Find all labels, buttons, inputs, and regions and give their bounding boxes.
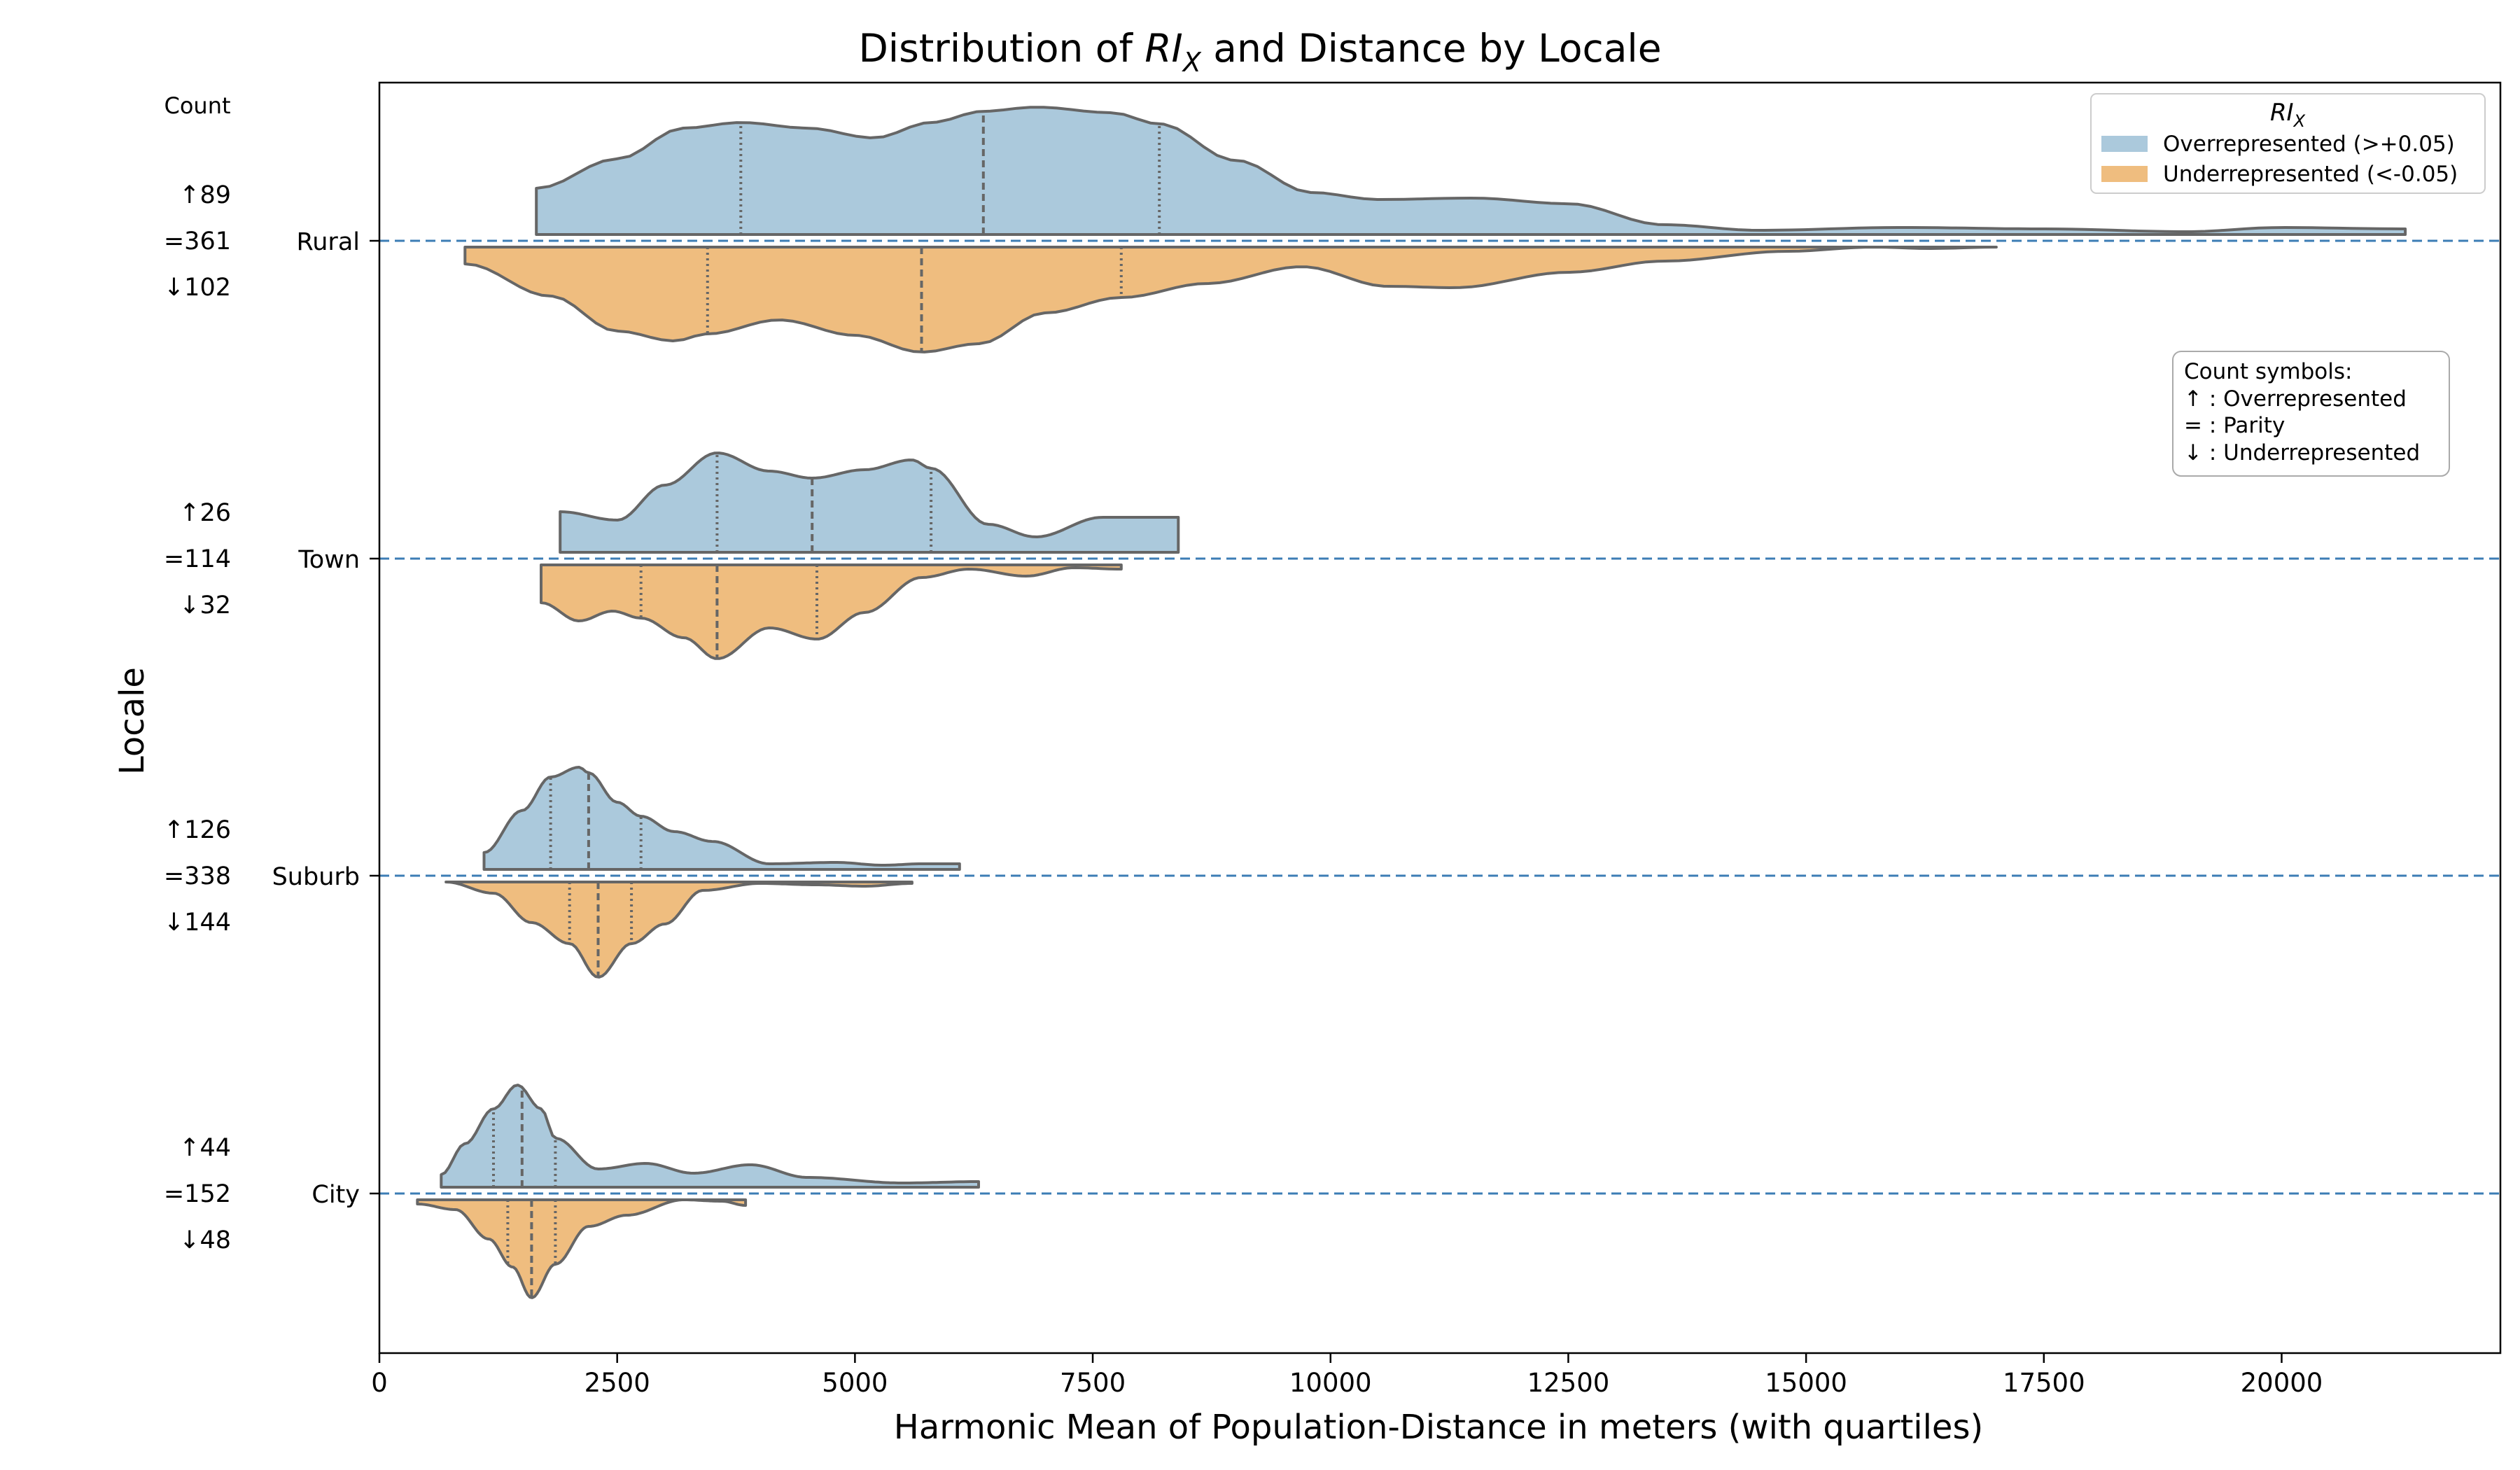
violin-suburb-under: [444, 881, 913, 979]
count-town-eq: =114: [164, 545, 231, 573]
legend-box: [2090, 93, 2486, 194]
violin-suburb: [444, 766, 961, 979]
legend: RIX Overrepresented (>+0.05) Underrepres…: [2090, 93, 2486, 194]
count-city-down: ↓48: [179, 1226, 231, 1254]
violin-town: [540, 451, 1180, 660]
legend-title: RIX: [2270, 99, 2306, 131]
count-suburb-down: ↓144: [164, 909, 231, 937]
legend-label-overrepresented: Overrepresented (>+0.05): [2163, 132, 2455, 157]
x-tick-label-15000: 15000: [1765, 1368, 1847, 1398]
x-tick-label-5000: 5000: [822, 1368, 888, 1398]
count-city-eq: =152: [164, 1180, 231, 1208]
violin-city-under: [416, 1198, 748, 1299]
count-city-up: ↑44: [179, 1134, 231, 1162]
violin-rural-over: [535, 106, 2407, 236]
violin-suburb-over: [482, 766, 961, 871]
x-tick-label-0: 0: [371, 1368, 388, 1398]
violin-city: [416, 1084, 980, 1299]
legend-swatch-overrepresented: [2101, 136, 2148, 152]
violin-city-over: [440, 1084, 980, 1189]
count-header: Count: [164, 92, 230, 119]
x-tick-label-20000: 20000: [2241, 1368, 2323, 1398]
count-town-up: ↑26: [179, 499, 231, 527]
count-symbols-down: ↓ : Underrepresented: [2184, 440, 2420, 465]
violin-layer: [416, 106, 2407, 1299]
count-symbols-eq: = : Parity: [2184, 413, 2285, 438]
count-rural-eq: =361: [164, 227, 231, 255]
x-tick-label-17500: 17500: [2003, 1368, 2085, 1398]
count-symbols-box: Count symbols: ↑ : Overrepresented = : P…: [2172, 351, 2450, 477]
count-symbols-heading: Count symbols:: [2184, 359, 2352, 384]
violin-town-over: [559, 451, 1180, 554]
chart-title: Distribution of RIX and Distance by Loca…: [858, 26, 1661, 78]
x-tick-label-7500: 7500: [1060, 1368, 1126, 1398]
x-axis-ticks: 0 2500 5000 7500 10000 12500 15000 17500 20000: [371, 1353, 2323, 1398]
x-tick-label-10000: 10000: [1289, 1368, 1372, 1398]
count-town-down: ↓32: [179, 592, 231, 620]
count-suburb-eq: =338: [164, 862, 231, 890]
count-rural-down: ↓102: [164, 274, 231, 302]
y-tick-label-city: City: [312, 1181, 360, 1209]
y-tick-label-rural: Rural: [297, 228, 360, 256]
count-annotations: ↑89 =361 ↓102 ↑26 =114 ↓32 ↑126 =338 ↓144 ↑44 =152…: [164, 181, 231, 1254]
count-symbols-frame: [2172, 351, 2450, 477]
violin-town-under: [540, 564, 1123, 660]
x-tick-label-2500: 2500: [584, 1368, 650, 1398]
legend-swatch-underrepresented: [2101, 166, 2148, 182]
x-axis-label: Harmonic Mean of Population-Distance in …: [894, 1408, 1983, 1447]
count-rural-up: ↑89: [179, 181, 231, 209]
y-tick-label-town: Town: [298, 546, 360, 574]
violin-rural-under: [463, 246, 1998, 354]
count-symbols-up: ↑ : Overrepresented: [2184, 386, 2407, 412]
x-tick-label-12500: 12500: [1527, 1368, 1610, 1398]
y-axis-ticks: Rural Town Suburb City: [272, 228, 379, 1209]
y-axis-label: Locale: [113, 667, 152, 775]
violin-rural: [463, 106, 2407, 354]
y-tick-label-suburb: Suburb: [272, 863, 360, 891]
count-suburb-up: ↑126: [164, 816, 231, 844]
plot-frame: [378, 81, 2502, 1354]
legend-label-underrepresented: Underrepresented (<-0.05): [2163, 162, 2458, 187]
